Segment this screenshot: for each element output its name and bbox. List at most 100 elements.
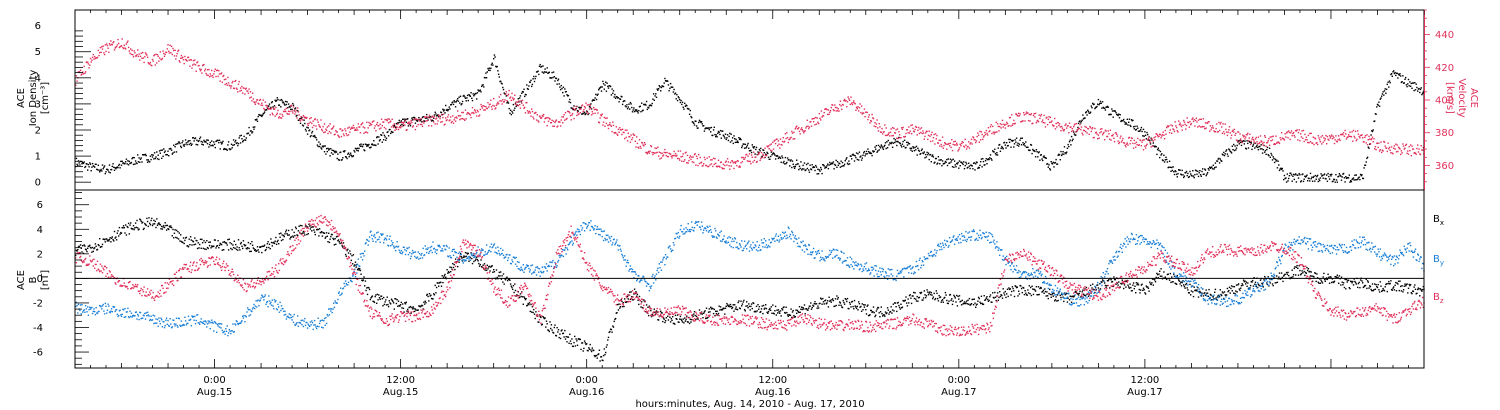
velocity-point	[193, 63, 195, 65]
ion-density-point	[1140, 128, 1142, 131]
ion-density-point	[138, 157, 140, 159]
ion-density-point	[1188, 175, 1190, 178]
bx-point	[591, 347, 593, 349]
ion-density-point	[151, 154, 153, 156]
ion-density-point	[491, 62, 493, 64]
bx-point	[285, 229, 288, 231]
velocity-point	[968, 141, 970, 143]
ion-density-point	[1231, 145, 1233, 147]
bx-point	[484, 269, 486, 271]
velocity-point	[404, 124, 406, 126]
velocity-point	[1370, 138, 1372, 141]
ion-density-point	[786, 161, 788, 164]
ion-density-point	[1286, 173, 1288, 175]
bx-point	[232, 244, 234, 246]
ion-density-point	[557, 79, 559, 82]
bx-point	[151, 217, 153, 220]
ion-density-point	[1051, 163, 1054, 165]
bx-point	[600, 356, 603, 358]
ion-density-point	[1125, 123, 1128, 125]
bx-point	[303, 232, 305, 234]
ion-density-point	[1001, 147, 1004, 149]
bx-point	[192, 241, 195, 243]
velocity-point	[1046, 116, 1048, 118]
velocity-point	[712, 157, 715, 159]
bx-point	[778, 311, 780, 313]
velocity-point	[440, 121, 442, 123]
bx-point	[106, 240, 109, 242]
ion-density-point	[817, 168, 819, 170]
ion-density-point	[1033, 149, 1035, 152]
ion-density-point	[257, 115, 259, 118]
ion-density-point	[746, 144, 749, 146]
ion-density-point	[395, 126, 397, 129]
velocity-point	[1042, 121, 1045, 124]
ion-density-point	[414, 117, 416, 119]
ion-density-point	[1072, 138, 1074, 140]
velocity-point	[702, 164, 704, 167]
velocity-point	[1153, 136, 1155, 139]
ion-density-point	[779, 156, 781, 158]
ion-density-point	[79, 164, 81, 166]
ion-density-point	[320, 147, 322, 149]
velocity-point	[1100, 131, 1102, 133]
ion-density-point	[1420, 87, 1422, 89]
velocity-point	[576, 111, 579, 114]
bx-point	[421, 305, 424, 307]
ion-density-point	[658, 85, 660, 87]
velocity-point	[655, 152, 657, 154]
velocity-point	[1209, 130, 1211, 132]
bx-point	[206, 246, 209, 249]
ion-density-point	[1222, 154, 1224, 156]
ion-density-point	[590, 103, 592, 105]
velocity-point	[624, 129, 627, 131]
bx-point	[328, 232, 330, 234]
ion-density-point	[604, 84, 606, 86]
ion-density-point	[1250, 142, 1252, 144]
ion-density-point	[1038, 151, 1040, 153]
ion-density-point	[883, 145, 885, 148]
bx-point	[170, 225, 172, 227]
velocity-point	[471, 107, 474, 109]
ion-density-point	[355, 148, 357, 150]
ion-density-point	[416, 120, 419, 122]
bx-point	[687, 321, 689, 323]
velocity-point	[703, 156, 706, 159]
velocity-point	[428, 125, 430, 127]
ion-density-point	[478, 90, 481, 92]
ion-density-point	[1240, 144, 1243, 147]
velocity-point	[153, 55, 155, 57]
velocity-point	[1270, 140, 1272, 142]
bx-point	[423, 301, 425, 303]
ion-density-point	[488, 67, 491, 69]
ion-density-point	[500, 80, 502, 82]
velocity-point	[387, 122, 390, 124]
ion-density-point	[635, 110, 637, 112]
velocity-point	[332, 127, 334, 129]
velocity-point	[249, 97, 251, 99]
velocity-point	[366, 121, 368, 123]
legend-by: By	[1433, 254, 1444, 267]
velocity-point	[75, 75, 78, 77]
ion-density-point	[936, 163, 938, 165]
velocity-point	[1383, 141, 1386, 143]
velocity-point	[578, 108, 581, 110]
velocity-point	[552, 120, 555, 122]
ion-density-point	[924, 157, 926, 159]
velocity-point	[960, 145, 962, 147]
bx-point	[727, 305, 730, 308]
ion-density-point	[1073, 131, 1075, 133]
bx-point	[297, 234, 299, 237]
ion-density-point	[346, 157, 348, 160]
ion-density-point	[698, 121, 700, 124]
bx-point	[451, 268, 453, 271]
bx-point	[781, 309, 784, 311]
velocity-point	[933, 133, 935, 136]
bx-point	[605, 346, 608, 348]
bx-point	[665, 317, 667, 319]
velocity-point	[767, 146, 769, 148]
ion-density-point	[1314, 180, 1316, 182]
ion-density-point	[678, 97, 680, 99]
ion-density-point	[1000, 147, 1002, 150]
bx-point	[774, 310, 776, 312]
